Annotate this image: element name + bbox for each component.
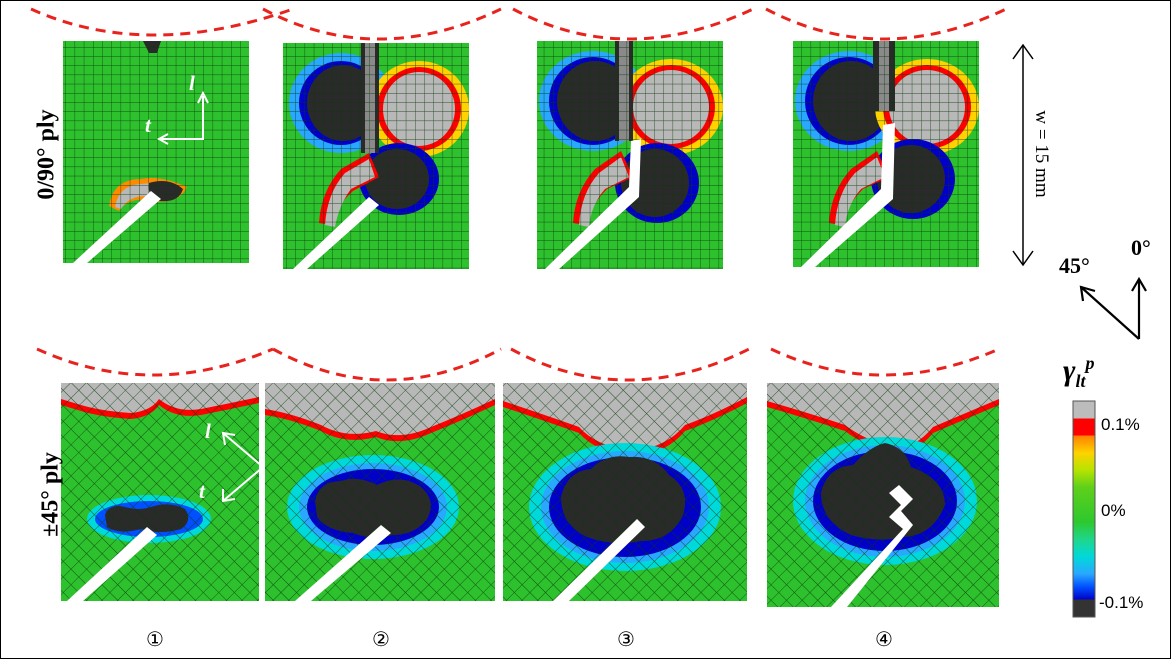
angle-label-45: 45° — [1059, 253, 1090, 278]
row-label-bottom: ±45° ply — [37, 452, 64, 537]
width-dimension-arrow — [1012, 43, 1034, 267]
top-panel-3 — [537, 41, 723, 269]
step-label-4: ④ — [875, 627, 893, 651]
width-label: w = 15 mm — [1031, 110, 1052, 198]
legend-title-sub: lt — [1075, 371, 1086, 391]
bottom-panel-4 — [767, 383, 999, 607]
legend-title-main: γ — [1063, 354, 1076, 387]
legend-tick-mid: 0% — [1101, 501, 1126, 520]
bottom-panel-2 — [265, 383, 495, 601]
top-panel-4 — [793, 41, 979, 267]
step-label-2: ② — [372, 627, 390, 651]
bottom-panel-1 — [61, 383, 264, 601]
axis-label-l-bottom: l — [205, 419, 211, 443]
axis-label-t-bottom: t — [199, 479, 205, 503]
bottom-row-arcs — [36, 347, 1000, 382]
top-panel-1 — [63, 41, 249, 263]
legend-title: γltp — [1063, 353, 1095, 392]
orientation-arrows — [1079, 276, 1147, 340]
row-label-top: 0/90° ply — [33, 109, 60, 200]
legend-title-sup: p — [1085, 353, 1095, 373]
axis-label-l-top: l — [189, 71, 195, 95]
top-row-arcs — [30, 7, 1007, 41]
axis-label-t-top: t — [145, 113, 151, 137]
top-panel-2 — [283, 43, 469, 269]
step-label-3: ③ — [617, 627, 635, 651]
step-label-1: ① — [146, 627, 164, 651]
legend-tick-top: 0.1% — [1101, 415, 1140, 434]
bottom-panel-3 — [503, 383, 747, 601]
angle-label-0: 0° — [1131, 235, 1151, 260]
legend-colorbar — [1072, 400, 1096, 618]
legend-tick-bottom: -0.1% — [1099, 593, 1144, 612]
